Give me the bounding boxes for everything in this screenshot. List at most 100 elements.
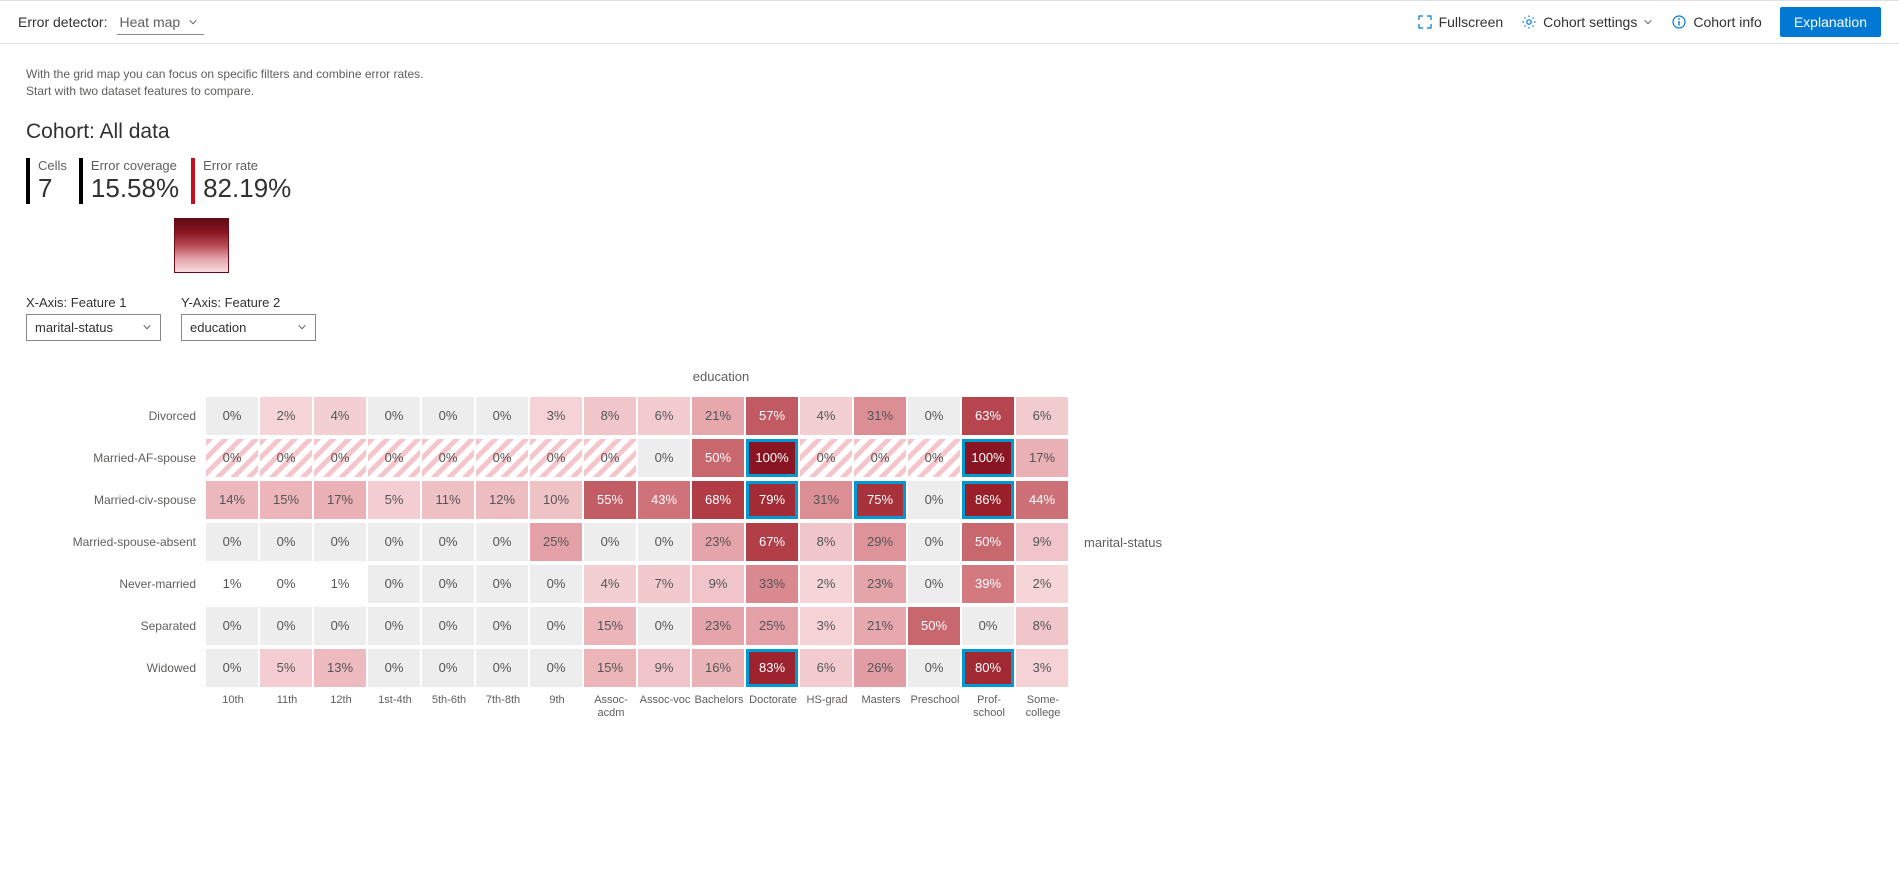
heatmap-cell[interactable]: 68% xyxy=(692,481,744,519)
heatmap-cell[interactable]: 75% xyxy=(854,481,906,519)
heatmap-cell[interactable]: 21% xyxy=(854,607,906,645)
heatmap-cell[interactable]: 55% xyxy=(584,481,636,519)
fullscreen-button[interactable]: Fullscreen xyxy=(1417,14,1504,30)
heatmap-cell[interactable]: 0% xyxy=(422,649,474,687)
heatmap-cell[interactable]: 5% xyxy=(368,481,420,519)
heatmap-cell[interactable]: 0% xyxy=(854,439,906,477)
heatmap-cell[interactable]: 1% xyxy=(314,565,366,603)
heatmap-cell[interactable]: 31% xyxy=(854,397,906,435)
heatmap-cell[interactable]: 0% xyxy=(584,439,636,477)
heatmap-cell[interactable]: 57% xyxy=(746,397,798,435)
heatmap-cell[interactable]: 0% xyxy=(476,565,528,603)
heatmap-cell[interactable]: 9% xyxy=(638,649,690,687)
y-axis-dropdown[interactable]: education xyxy=(181,314,316,341)
heatmap-cell[interactable]: 80% xyxy=(962,649,1014,687)
heatmap-cell[interactable]: 0% xyxy=(206,397,258,435)
heatmap-cell[interactable]: 0% xyxy=(476,523,528,561)
heatmap-cell[interactable]: 0% xyxy=(368,523,420,561)
heatmap-cell[interactable]: 0% xyxy=(476,439,528,477)
heatmap-cell[interactable]: 1% xyxy=(206,565,258,603)
heatmap-cell[interactable]: 0% xyxy=(908,481,960,519)
heatmap-cell[interactable]: 79% xyxy=(746,481,798,519)
heatmap-cell[interactable]: 0% xyxy=(260,607,312,645)
heatmap-cell[interactable]: 0% xyxy=(206,607,258,645)
heatmap-cell[interactable]: 33% xyxy=(746,565,798,603)
heatmap-cell[interactable]: 0% xyxy=(368,649,420,687)
heatmap-cell[interactable]: 0% xyxy=(908,649,960,687)
heatmap-cell[interactable]: 0% xyxy=(368,607,420,645)
heatmap-cell[interactable]: 4% xyxy=(800,397,852,435)
heatmap-cell[interactable]: 6% xyxy=(800,649,852,687)
heatmap-cell[interactable]: 17% xyxy=(1016,439,1068,477)
heatmap-cell[interactable]: 0% xyxy=(368,397,420,435)
heatmap-cell[interactable]: 25% xyxy=(746,607,798,645)
heatmap-cell[interactable]: 0% xyxy=(260,523,312,561)
heatmap-cell[interactable]: 0% xyxy=(422,565,474,603)
cohort-info-button[interactable]: Cohort info xyxy=(1671,14,1761,30)
heatmap-cell[interactable]: 0% xyxy=(314,607,366,645)
heatmap-cell[interactable]: 8% xyxy=(800,523,852,561)
heatmap-cell[interactable]: 15% xyxy=(260,481,312,519)
heatmap-cell[interactable]: 0% xyxy=(422,607,474,645)
heatmap-cell[interactable]: 50% xyxy=(692,439,744,477)
heatmap-cell[interactable]: 0% xyxy=(206,523,258,561)
heatmap-cell[interactable]: 6% xyxy=(1016,397,1068,435)
heatmap-cell[interactable]: 31% xyxy=(800,481,852,519)
heatmap-cell[interactable]: 10% xyxy=(530,481,582,519)
heatmap-cell[interactable]: 100% xyxy=(746,439,798,477)
heatmap-cell[interactable]: 4% xyxy=(314,397,366,435)
heatmap-cell[interactable]: 0% xyxy=(206,649,258,687)
heatmap-cell[interactable]: 0% xyxy=(314,439,366,477)
heatmap-cell[interactable]: 29% xyxy=(854,523,906,561)
heatmap-cell[interactable]: 67% xyxy=(746,523,798,561)
heatmap-cell[interactable]: 0% xyxy=(476,397,528,435)
heatmap-cell[interactable]: 44% xyxy=(1016,481,1068,519)
heatmap-cell[interactable]: 0% xyxy=(260,565,312,603)
heatmap-cell[interactable]: 0% xyxy=(800,439,852,477)
heatmap-cell[interactable]: 8% xyxy=(1016,607,1068,645)
heatmap-cell[interactable]: 0% xyxy=(908,439,960,477)
heatmap-cell[interactable]: 0% xyxy=(476,649,528,687)
heatmap-cell[interactable]: 83% xyxy=(746,649,798,687)
heatmap-cell[interactable]: 21% xyxy=(692,397,744,435)
heatmap-cell[interactable]: 0% xyxy=(908,523,960,561)
heatmap-cell[interactable]: 23% xyxy=(692,607,744,645)
heatmap-cell[interactable]: 0% xyxy=(908,397,960,435)
heatmap-cell[interactable]: 7% xyxy=(638,565,690,603)
heatmap-cell[interactable]: 3% xyxy=(530,397,582,435)
heatmap-cell[interactable]: 0% xyxy=(638,523,690,561)
heatmap-cell[interactable]: 63% xyxy=(962,397,1014,435)
heatmap-cell[interactable]: 0% xyxy=(962,607,1014,645)
heatmap-cell[interactable]: 25% xyxy=(530,523,582,561)
heatmap-cell[interactable]: 11% xyxy=(422,481,474,519)
heatmap-cell[interactable]: 13% xyxy=(314,649,366,687)
heatmap-cell[interactable]: 50% xyxy=(908,607,960,645)
heatmap-cell[interactable]: 0% xyxy=(314,523,366,561)
heatmap-cell[interactable]: 0% xyxy=(530,607,582,645)
heatmap-cell[interactable]: 0% xyxy=(368,439,420,477)
heatmap-cell[interactable]: 3% xyxy=(800,607,852,645)
heatmap-cell[interactable]: 0% xyxy=(206,439,258,477)
heatmap-cell[interactable]: 23% xyxy=(854,565,906,603)
heatmap-cell[interactable]: 4% xyxy=(584,565,636,603)
x-axis-dropdown[interactable]: marital-status xyxy=(26,314,161,341)
heatmap-cell[interactable]: 0% xyxy=(530,439,582,477)
heatmap-cell[interactable]: 50% xyxy=(962,523,1014,561)
heatmap-cell[interactable]: 2% xyxy=(260,397,312,435)
cohort-settings-button[interactable]: Cohort settings xyxy=(1521,14,1653,30)
heatmap-cell[interactable]: 0% xyxy=(908,565,960,603)
heatmap-cell[interactable]: 0% xyxy=(422,439,474,477)
heatmap-cell[interactable]: 86% xyxy=(962,481,1014,519)
heatmap-cell[interactable]: 0% xyxy=(422,523,474,561)
explanation-button[interactable]: Explanation xyxy=(1780,7,1881,37)
heatmap-cell[interactable]: 23% xyxy=(692,523,744,561)
heatmap-cell[interactable]: 12% xyxy=(476,481,528,519)
heatmap-cell[interactable]: 26% xyxy=(854,649,906,687)
heatmap-cell[interactable]: 0% xyxy=(638,439,690,477)
heatmap-cell[interactable]: 0% xyxy=(368,565,420,603)
heatmap-cell[interactable]: 9% xyxy=(692,565,744,603)
heatmap-cell[interactable]: 0% xyxy=(638,607,690,645)
heatmap-cell[interactable]: 0% xyxy=(530,565,582,603)
heatmap-cell[interactable]: 6% xyxy=(638,397,690,435)
heatmap-cell[interactable]: 15% xyxy=(584,649,636,687)
